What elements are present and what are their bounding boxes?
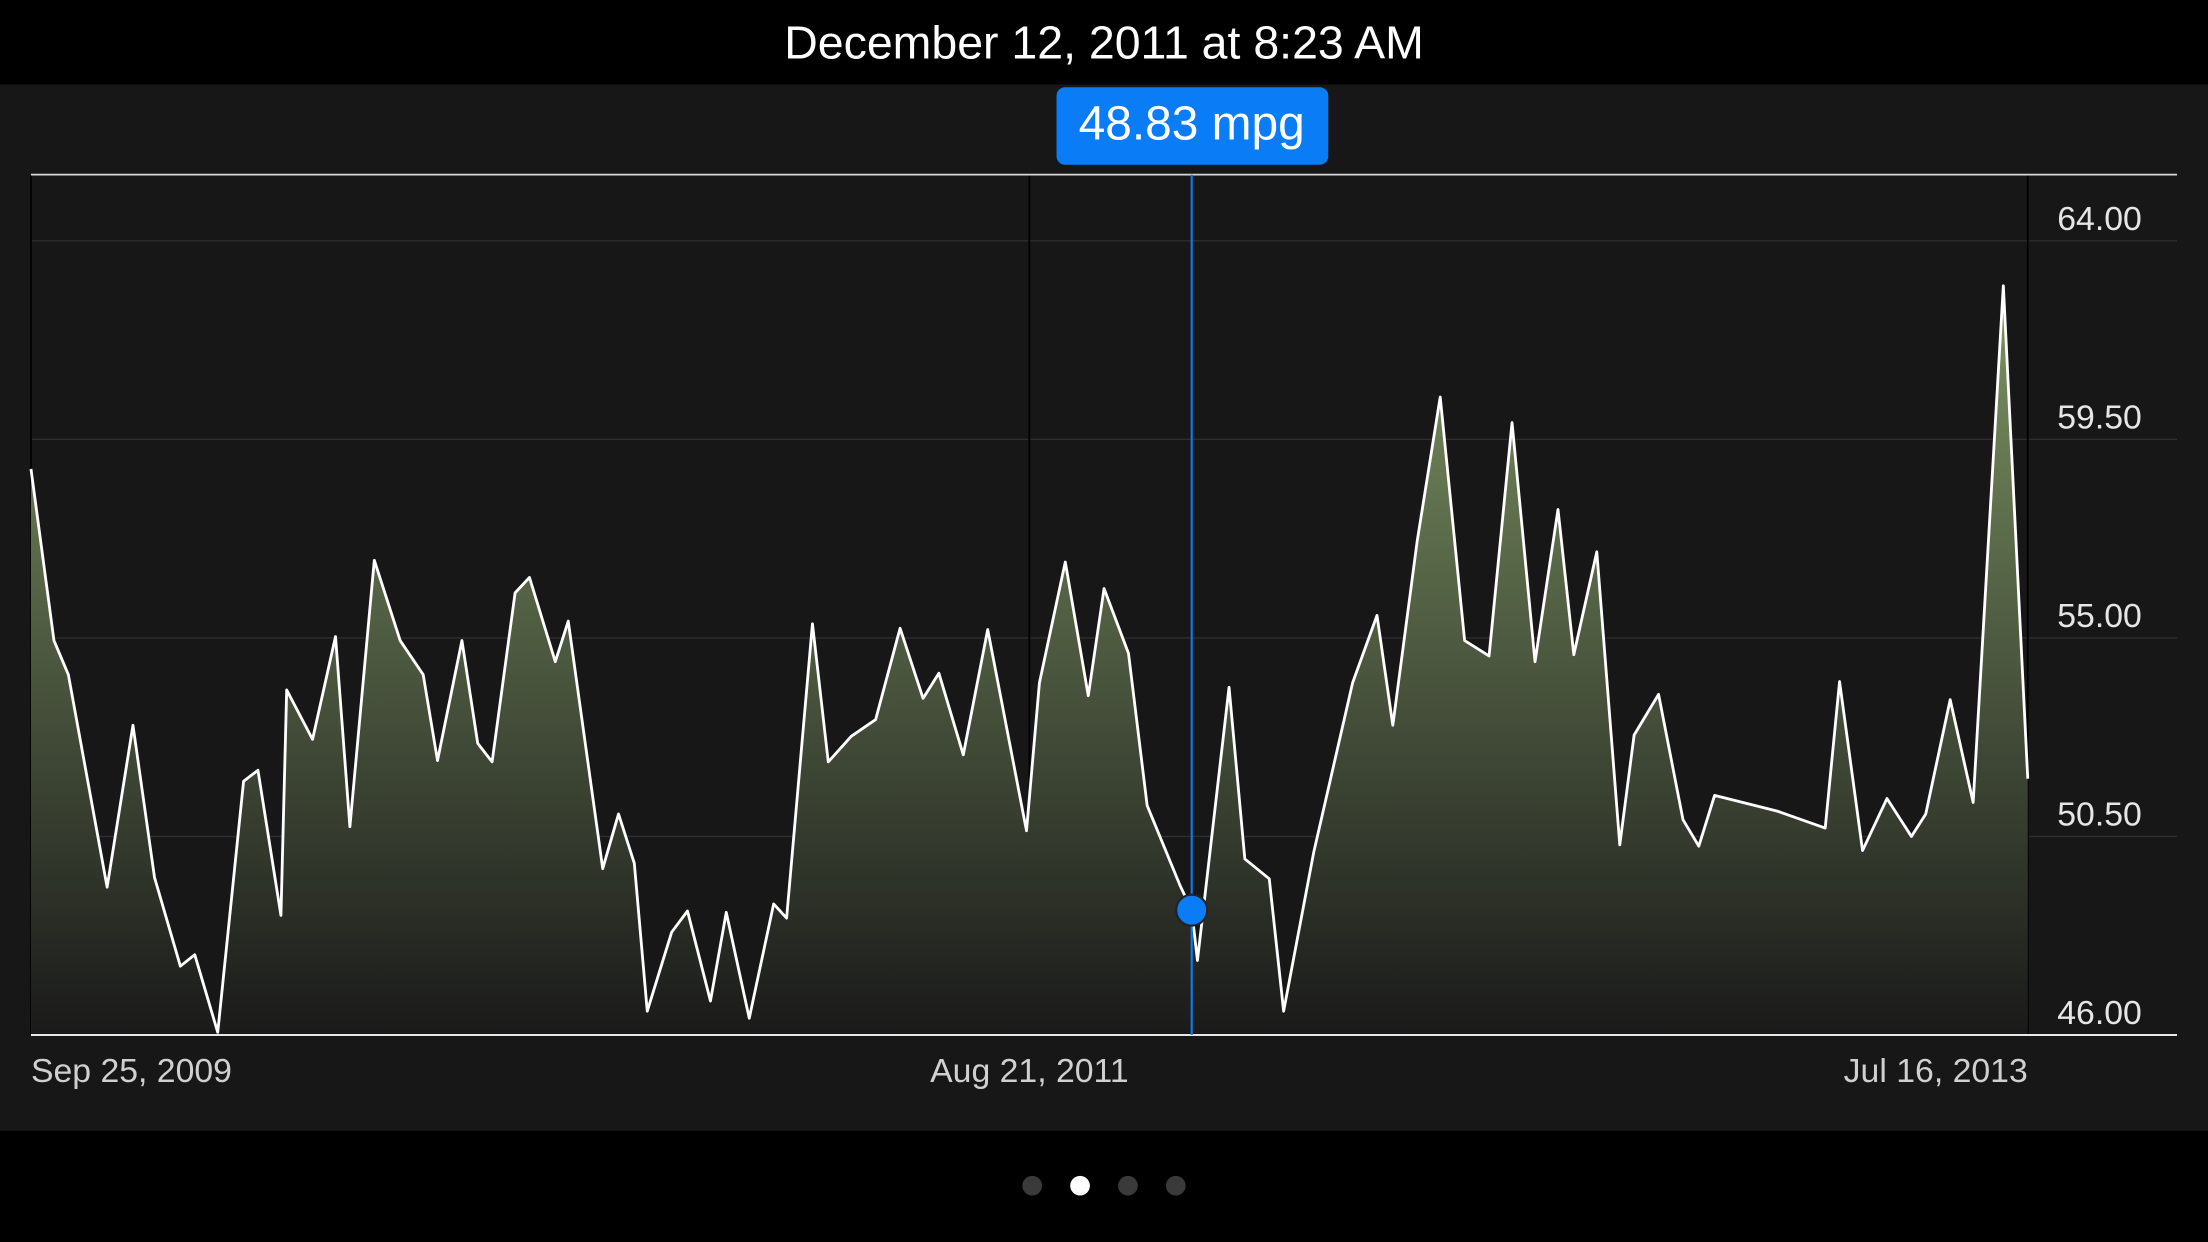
page-dot[interactable]: [1165, 1175, 1186, 1196]
y-tick-label: 55.00: [2057, 597, 2142, 635]
y-tick-label: 64.00: [2057, 200, 2142, 238]
y-tick-label: 59.50: [2057, 399, 2142, 437]
page-dot-active[interactable]: [1070, 1175, 1090, 1196]
line: [29, 284, 2030, 1034]
x-tick-label: Aug 21, 2011: [930, 1052, 1128, 1090]
selected-point: [1175, 893, 1209, 927]
page-dot[interactable]: [1118, 1175, 1138, 1196]
page-indicator: [1022, 1175, 1186, 1196]
area-fill: [30, 285, 2028, 1036]
y-tick-label: 46.00: [2057, 994, 2142, 1032]
page-dot[interactable]: [1022, 1175, 1043, 1196]
value-badge: [1056, 87, 1329, 165]
value-badge-label: 48.83 mpg: [1079, 97, 1305, 150]
selected-date: December 12, 2011 at 8:23 AM: [784, 17, 1424, 69]
plot-area: 46.00 50.50 55.00 59.50 64.00 Sep 25, 2009 Aug…: [29, 87, 2178, 1090]
y-tick-label: 50.50: [2057, 796, 2142, 834]
x-tick-label: Jul 16, 2013: [1844, 1052, 2028, 1090]
x-tick-label: Sep 25, 2009: [31, 1052, 232, 1090]
